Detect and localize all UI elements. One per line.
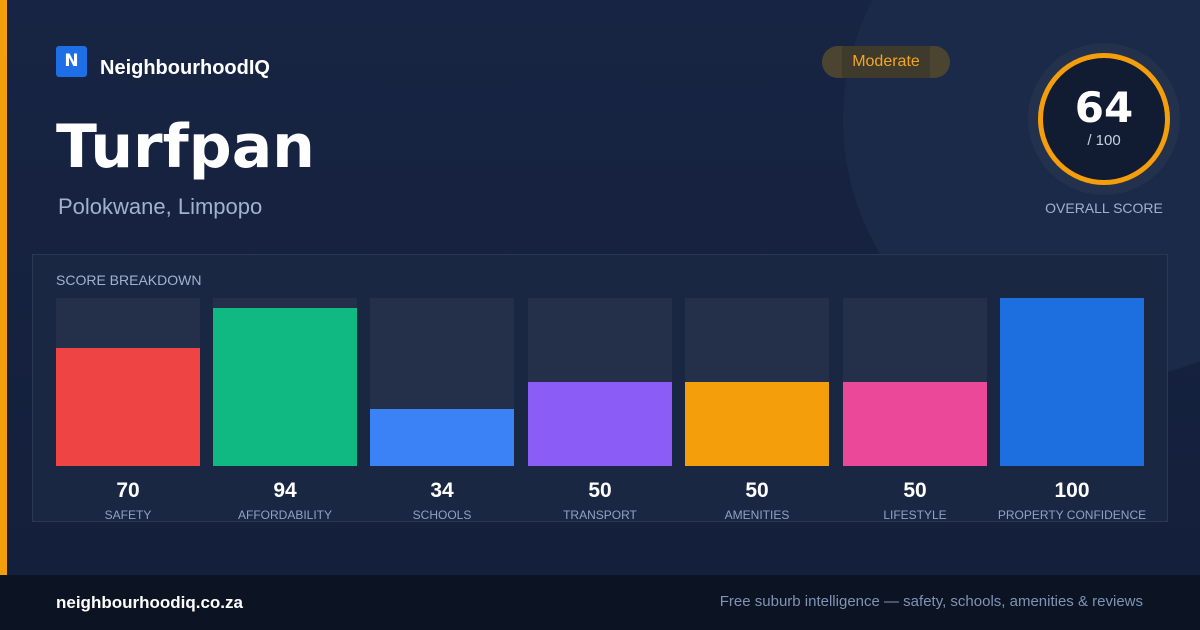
metric-bar-track bbox=[685, 298, 829, 466]
metric-bar-track bbox=[1000, 298, 1144, 466]
score-breakdown-title: SCORE BREAKDOWN bbox=[56, 272, 202, 288]
metric-bar-track bbox=[56, 298, 200, 466]
metric-label: SAFETY bbox=[104, 508, 152, 522]
metric-lifestyle: 50 LIFESTYLE bbox=[843, 298, 987, 530]
metric-bar-fill bbox=[1000, 298, 1144, 466]
metric-label: TRANSPORT bbox=[563, 508, 637, 522]
rating-badge-cap-right bbox=[930, 46, 950, 78]
metric-label: PROPERTY CONFIDENCE bbox=[997, 508, 1147, 522]
metric-bar-fill bbox=[528, 382, 672, 466]
metric-value: 94 bbox=[273, 479, 297, 502]
metric-bar-fill bbox=[843, 382, 987, 466]
metric-bar-track bbox=[528, 298, 672, 466]
metric-bar-fill bbox=[213, 308, 357, 466]
suburb-title: Turfpan bbox=[56, 112, 315, 182]
metric-bar-track bbox=[370, 298, 514, 466]
metric-schools: 34 SCHOOLS bbox=[370, 298, 514, 530]
brand-name: NeighbourhoodIQ bbox=[100, 57, 270, 79]
metric-value: 50 bbox=[745, 479, 769, 502]
metric-value: 70 bbox=[116, 479, 140, 502]
overall-score-value: 64 bbox=[1074, 83, 1134, 132]
metric-bar-track bbox=[213, 298, 357, 466]
overall-score-caption: OVERALL SCORE bbox=[1045, 200, 1163, 216]
metric-label: AMENITIES bbox=[724, 508, 790, 522]
metric-bar-track bbox=[843, 298, 987, 466]
brand-logo-icon: N bbox=[56, 46, 87, 77]
metric-affordability: 94 AFFORDABILITY bbox=[213, 298, 357, 530]
accent-stripe bbox=[0, 0, 7, 575]
metric-bar-fill bbox=[370, 408, 514, 466]
metric-label: AFFORDABILITY bbox=[237, 508, 332, 522]
metric-amenities: 50 AMENITIES bbox=[685, 298, 829, 530]
metric-value: 50 bbox=[903, 479, 927, 502]
metric-property-confidence: 100 PROPERTY CONFIDENCE bbox=[998, 298, 1146, 530]
metric-value: 50 bbox=[588, 479, 612, 502]
metric-value: 34 bbox=[430, 479, 454, 502]
overall-score-ring bbox=[1038, 53, 1170, 185]
metric-safety: 70 SAFETY bbox=[56, 298, 200, 530]
metric-label: SCHOOLS bbox=[412, 508, 472, 522]
suburb-location: Polokwane, Limpopo bbox=[58, 194, 263, 219]
metric-value: 100 bbox=[1054, 479, 1090, 502]
footer-url: neighbourhoodiq.co.za bbox=[56, 593, 243, 612]
footer-bar bbox=[0, 575, 1200, 630]
metric-transport: 50 TRANSPORT bbox=[528, 298, 672, 530]
overall-score-max: / 100 bbox=[1087, 132, 1121, 149]
rating-badge: Moderate bbox=[822, 46, 950, 78]
footer-tagline: Free suburb intelligence — safety, schoo… bbox=[719, 593, 1143, 610]
rating-badge-cap-left bbox=[822, 46, 842, 78]
metric-bar-fill bbox=[685, 382, 829, 466]
metric-bar-fill bbox=[56, 348, 200, 466]
metric-label: LIFESTYLE bbox=[883, 508, 947, 522]
rating-badge-label: Moderate bbox=[852, 53, 920, 70]
